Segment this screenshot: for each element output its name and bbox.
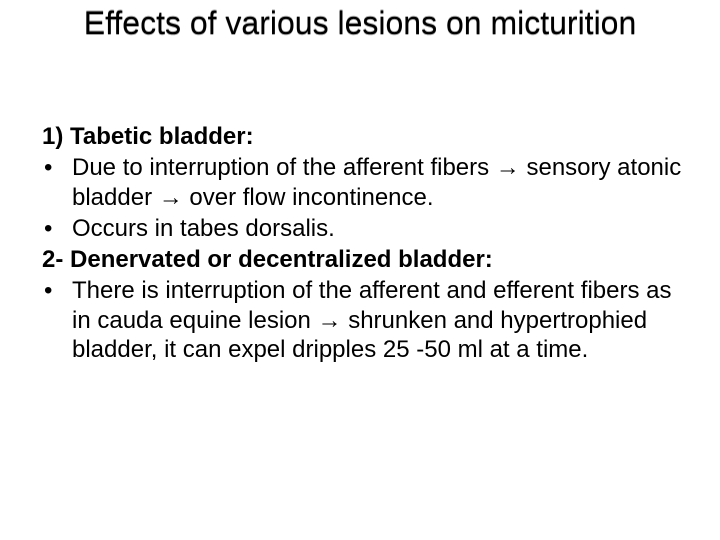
slide-title: Effects of various lesions on micturitio… — [0, 5, 720, 42]
heading-1: 1) Tabetic bladder: — [42, 122, 682, 151]
bullet-text: Due to interruption of the afferent fibe… — [72, 153, 682, 212]
bullet-item: • There is interruption of the afferent … — [42, 276, 682, 364]
bullet-icon: • — [42, 276, 72, 364]
slide-body: 1) Tabetic bladder: • Due to interruptio… — [42, 122, 682, 366]
slide: Effects of various lesions on micturitio… — [0, 0, 720, 540]
bullet-item: • Occurs in tabes dorsalis. — [42, 214, 682, 243]
bullet-icon: • — [42, 214, 72, 243]
bullet-text: There is interruption of the afferent an… — [72, 276, 682, 364]
bullet-item: • Due to interruption of the afferent fi… — [42, 153, 682, 212]
bullet-text: Occurs in tabes dorsalis. — [72, 214, 682, 243]
heading-2: 2- Denervated or decentralized bladder: — [42, 245, 682, 274]
bullet-icon: • — [42, 153, 72, 212]
